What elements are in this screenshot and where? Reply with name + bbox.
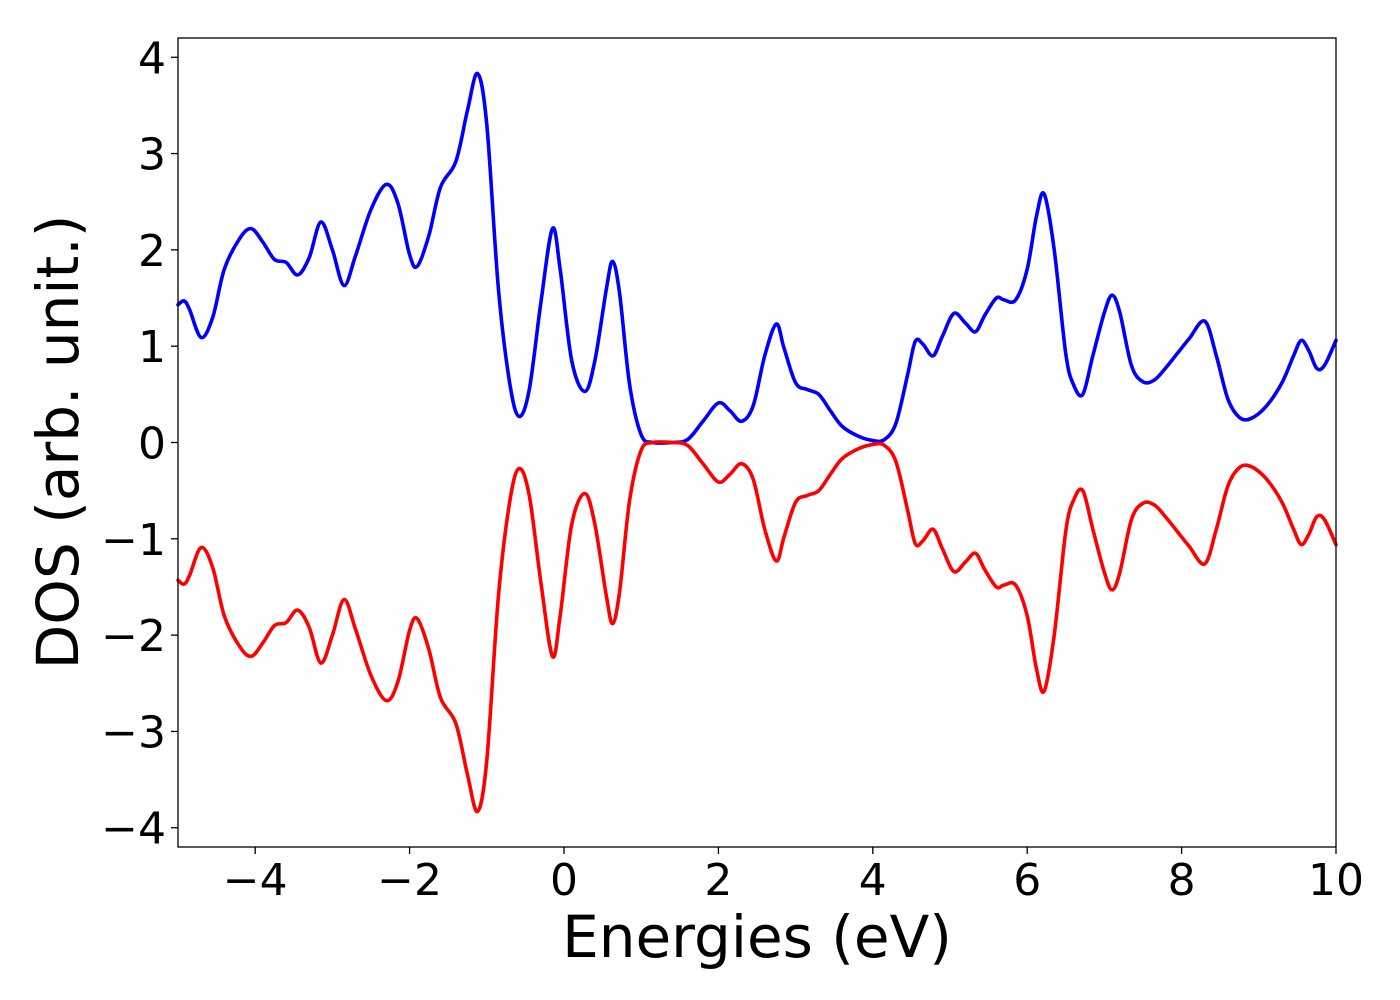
y-tick-label: 0 [138,419,166,470]
y-tick-label: 3 [138,130,166,181]
y-tick-label: 4 [138,33,166,84]
x-tick-label: 10 [1308,855,1364,906]
x-tick-label: 2 [704,855,732,906]
y-tick-label: −1 [101,515,166,566]
y-tick-label: 1 [138,322,166,373]
dos-series-line-1 [176,71,1338,445]
y-tick-label: 2 [138,226,166,277]
x-tick-label: −4 [223,855,288,906]
x-tick-label: 6 [1013,855,1041,906]
series-layer [176,71,1338,814]
y-tick-label: −3 [101,707,166,758]
x-tick-label: −2 [377,855,442,906]
x-axis-ticks: −4 −2 0 2 4 6 8 10 [223,847,1364,906]
dos-series-line-2 [176,440,1338,814]
y-tick-label: −4 [101,804,166,855]
y-axis-ticks: −4 −3 −2 −1 0 1 2 3 4 [101,33,178,855]
x-axis-label: Energies (eV) [562,903,952,971]
y-tick-label: −2 [101,611,166,662]
y-axis-label: DOS (arb. unit.) [24,215,92,670]
x-tick-label: 4 [859,855,887,906]
x-tick-label: 8 [1168,855,1196,906]
x-tick-label: 0 [550,855,578,906]
